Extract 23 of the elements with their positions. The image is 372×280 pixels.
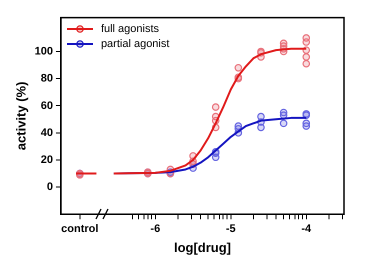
x-axis-title: log[drug] bbox=[174, 240, 231, 255]
y-tick-label: 20 bbox=[40, 154, 53, 166]
y-tick-label: 100 bbox=[34, 46, 53, 58]
x-tick-label: -4 bbox=[301, 222, 312, 235]
point bbox=[212, 153, 220, 162]
y-tick-label: 0 bbox=[46, 181, 53, 194]
point bbox=[212, 103, 220, 111]
y-tick-label: 40 bbox=[40, 126, 53, 139]
point bbox=[234, 64, 242, 72]
y-tick-label: 60 bbox=[40, 100, 53, 112]
point bbox=[302, 53, 310, 61]
y-tick-label: 80 bbox=[40, 72, 53, 85]
point bbox=[302, 122, 310, 130]
x-tick-label: -5 bbox=[226, 222, 236, 235]
point bbox=[257, 124, 265, 132]
legend-label: full agonists bbox=[100, 22, 160, 37]
legend-label: partial agonist bbox=[100, 36, 170, 52]
y-axis-title: activity (%) bbox=[13, 82, 28, 150]
point bbox=[302, 38, 310, 46]
point bbox=[302, 60, 310, 68]
point bbox=[280, 120, 288, 128]
x-tick-label: control bbox=[61, 222, 98, 235]
x-tick-label: -6 bbox=[150, 222, 160, 235]
